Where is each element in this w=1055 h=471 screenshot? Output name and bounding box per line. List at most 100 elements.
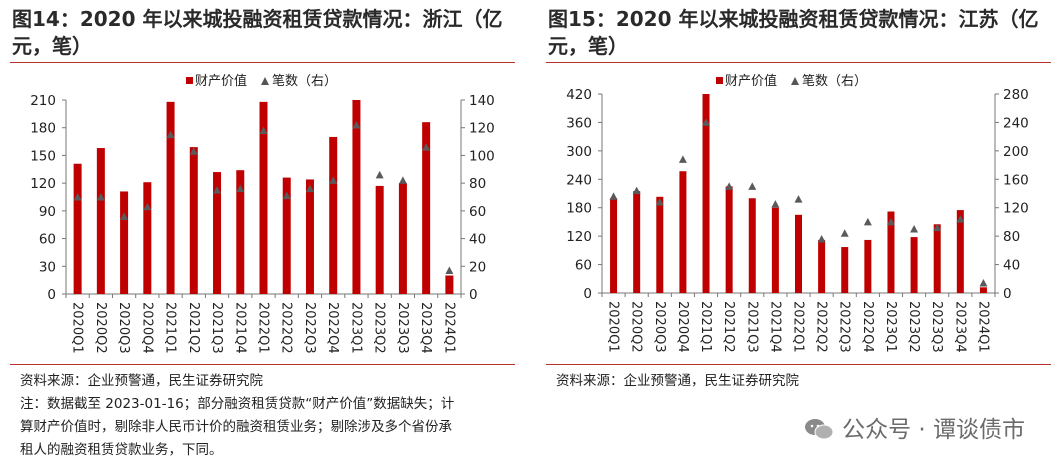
- bar: [96, 148, 105, 294]
- count-marker: [840, 229, 849, 237]
- category-label: 2020Q1: [70, 302, 85, 354]
- category-label: 2021Q1: [163, 302, 178, 354]
- count-marker: [863, 217, 872, 226]
- left-tick-label: 60: [575, 258, 592, 274]
- count-marker: [398, 176, 407, 184]
- count-marker: [120, 212, 129, 220]
- count-marker: [678, 155, 687, 163]
- count-marker: [445, 266, 454, 274]
- legend-marker-label: 笔数（右）: [802, 74, 868, 89]
- count-marker: [794, 195, 803, 203]
- left-tick-label: 180: [566, 201, 592, 217]
- footnote-line-3: 租人的融资租赁贷款业务，下同。: [20, 442, 223, 458]
- category-label: 2021Q3: [744, 301, 759, 353]
- bar: [143, 182, 152, 294]
- bar: [771, 207, 779, 293]
- category-label: 2023Q4: [952, 301, 967, 353]
- footnote-line-1: 注：数据截至 2023-01-16；部分融资租赁贷款“财产价值”数据缺失；计: [20, 396, 455, 412]
- left-tick-label: 0: [47, 287, 56, 303]
- right-tick-label: 40: [469, 232, 486, 248]
- count-marker: [282, 191, 291, 200]
- bar: [305, 179, 314, 294]
- wechat-icon: [805, 419, 834, 440]
- bar: [375, 185, 384, 294]
- category-label: 2023Q3: [395, 302, 410, 354]
- chart-notes: 资料来源：企业预警通，民生证券研究院: [556, 370, 1051, 393]
- right-tick-label: 100: [469, 148, 495, 164]
- bar: [236, 170, 245, 294]
- category-label: 2022Q1: [256, 302, 271, 354]
- count-marker: [329, 176, 338, 184]
- count-marker: [655, 198, 664, 206]
- count-marker: [375, 170, 384, 179]
- bar: [610, 198, 618, 293]
- bar: [818, 239, 826, 293]
- bar: [656, 196, 664, 293]
- category-label: 2020Q4: [675, 301, 690, 353]
- bar: [702, 94, 710, 293]
- bar: [910, 237, 918, 293]
- left-tick-label: 120: [566, 229, 592, 245]
- count-marker: [166, 130, 175, 139]
- count-marker: [702, 118, 711, 126]
- bar: [445, 275, 454, 294]
- category-label: 2021Q1: [698, 301, 713, 353]
- count-marker: [748, 182, 757, 190]
- count-marker: [96, 193, 105, 201]
- count-marker: [609, 192, 618, 200]
- bar: [352, 100, 361, 294]
- left-tick-label: 210: [30, 93, 56, 109]
- right-tick-label: 80: [1003, 229, 1020, 245]
- bar: [189, 147, 198, 294]
- left-tick-label: 300: [566, 144, 592, 160]
- watermark-text: 公众号 · 谭谈债市: [842, 417, 1025, 443]
- legend-marker-label: 笔数（右）: [272, 74, 338, 89]
- count-marker: [73, 193, 82, 201]
- category-label: 2023Q2: [372, 302, 387, 354]
- legend-bar-label: 财产价值: [725, 74, 778, 89]
- right-tick-label: 240: [1003, 115, 1029, 131]
- category-label: 2023Q1: [348, 302, 363, 354]
- right-tick-label: 280: [1003, 87, 1029, 103]
- bar: [748, 198, 756, 293]
- bar: [329, 136, 338, 294]
- category-label: 2021Q4: [232, 302, 247, 354]
- left-tick-label: 60: [39, 232, 56, 248]
- count-marker: [143, 202, 152, 211]
- legend-bar-label: 财产价值: [195, 74, 248, 89]
- count-marker: [189, 147, 198, 155]
- category-label: 2021Q2: [721, 301, 736, 353]
- bar: [120, 191, 129, 294]
- left-tick-label: 180: [30, 121, 56, 137]
- count-marker: [352, 120, 361, 129]
- bar: [282, 177, 291, 294]
- source-note: 资料来源：企业预警通，民生证券研究院: [556, 373, 799, 389]
- bar: [841, 247, 849, 293]
- bar: [725, 186, 733, 293]
- category-label: 2022Q4: [860, 301, 875, 353]
- right-tick-label: 20: [469, 259, 486, 275]
- right-tick-label: 120: [1003, 201, 1029, 217]
- category-label: 2020Q2: [629, 301, 644, 353]
- count-marker: [632, 186, 641, 195]
- count-marker: [956, 215, 965, 223]
- category-label: 2023Q3: [929, 301, 944, 353]
- category-label: 2023Q2: [906, 301, 921, 353]
- watermark: 公众号 · 谭谈债市: [804, 410, 1025, 444]
- right-tick-label: 200: [1003, 144, 1029, 160]
- bar: [213, 172, 222, 294]
- legend-marker-swatch: [791, 77, 800, 85]
- category-label: 2020Q2: [93, 302, 108, 354]
- title-divider: [10, 62, 515, 63]
- count-marker: [305, 184, 314, 193]
- left-tick-label: 150: [30, 148, 56, 164]
- chart-jiangsu: 0 60 120 180 240 300 360 420 0 40 80 120 160 200 240 28…: [566, 87, 1029, 353]
- right-tick-label: 120: [469, 121, 495, 137]
- left-tick-label: 420: [566, 87, 592, 103]
- category-label: 2022Q3: [302, 302, 317, 354]
- left-tick-label: 120: [30, 176, 56, 192]
- legend: 财产价值 笔数（右）: [716, 70, 867, 89]
- bar: [956, 210, 964, 293]
- right-tick-label: 0: [469, 287, 478, 303]
- footnote-line-2: 算财产价值时，剔除非人民币计价的融资租赁业务；剔除涉及多个省份承: [20, 419, 452, 435]
